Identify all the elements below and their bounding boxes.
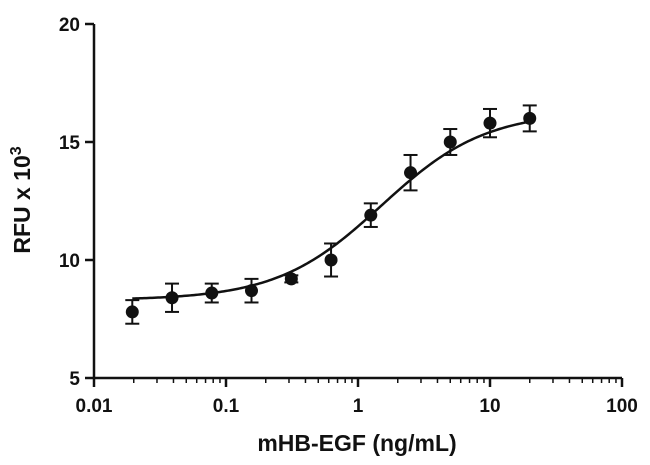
data-point [443, 135, 457, 149]
x-axis: 0.01 0.1 1 10 100 [76, 376, 638, 417]
data-point [483, 116, 497, 130]
y-tick-label: 5 [69, 369, 80, 390]
data-point [165, 291, 179, 305]
x-tick-label: 0.01 [76, 396, 113, 417]
data-point [125, 305, 139, 319]
y-axis: 5 10 15 20 [59, 15, 96, 390]
data-point [523, 111, 537, 125]
y-tick-label: 15 [59, 133, 81, 154]
data-point [205, 286, 219, 300]
y-tick-label: 10 [59, 251, 80, 272]
data-point [364, 208, 378, 222]
y-axis-label: RFU x 103 [8, 146, 35, 253]
x-tick-label: 100 [606, 396, 638, 417]
data-points [125, 104, 537, 325]
data-point [244, 284, 258, 298]
x-tick-label: 1 [353, 396, 364, 417]
y-axis-label-base: RFU x 10 [9, 155, 35, 253]
data-point [284, 272, 298, 286]
x-tick-label: 0.1 [213, 396, 240, 417]
x-tick-label: 10 [479, 396, 500, 417]
y-axis-label-exponent: 3 [8, 146, 25, 155]
y-tick-label: 20 [59, 15, 80, 36]
data-point [324, 253, 338, 267]
data-point [404, 166, 418, 180]
x-axis-label: mHB-EGF (ng/mL) [257, 430, 456, 456]
